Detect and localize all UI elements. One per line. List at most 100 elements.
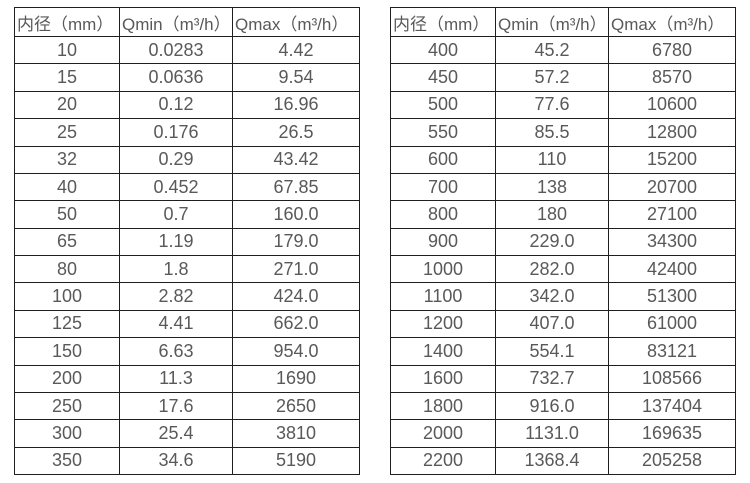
table-row: 100 2.82 424.0 xyxy=(14,282,360,311)
table-cell: 2650 xyxy=(232,391,360,421)
table-cell: 25 xyxy=(14,118,120,147)
table-cell: 6780 xyxy=(608,35,736,65)
table-cell: 1100 xyxy=(390,282,496,311)
table-cell: 300 xyxy=(14,419,120,448)
table-row: 800 180 27100 xyxy=(390,200,736,229)
table-cell: 800 xyxy=(390,200,496,229)
table-cell: 1200 xyxy=(390,309,496,339)
table-cell: 1.8 xyxy=(119,254,233,284)
table-cell: 0.29 xyxy=(119,145,233,174)
table-cell: 1368.4 xyxy=(495,446,609,476)
table-cell: 0.7 xyxy=(119,200,233,229)
table-row: 65 1.19 179.0 xyxy=(14,227,360,257)
table-cell: 1131.0 xyxy=(495,419,609,448)
table-cell: 732.7 xyxy=(495,364,609,393)
table-cell: 0.176 xyxy=(119,118,233,147)
table-cell: 424.0 xyxy=(232,282,360,311)
table-header-row: 内径（mm） Qmin（m³/h） Qmax（m³/h） xyxy=(390,7,736,37)
table-cell: 108566 xyxy=(608,364,736,393)
table-cell: 500 xyxy=(390,90,496,120)
table-cell: 954.0 xyxy=(232,337,360,366)
table-cell: 80 xyxy=(14,254,120,284)
table-cell: 20700 xyxy=(608,172,736,202)
table-cell: 0.12 xyxy=(119,90,233,120)
table-row: 600 110 15200 xyxy=(390,145,736,174)
table-row: 125 4.41 662.0 xyxy=(14,309,360,339)
table-cell: 43.42 xyxy=(232,145,360,174)
table-row: 500 77.6 10600 xyxy=(390,90,736,120)
table-cell: 282.0 xyxy=(495,254,609,284)
table-cell: 1690 xyxy=(232,364,360,393)
column-header-diameter: 内径（mm） xyxy=(14,7,120,37)
table-cell: 100 xyxy=(14,282,120,311)
table-cell: 67.85 xyxy=(232,172,360,202)
table-cell: 50 xyxy=(14,200,120,229)
table-cell: 9.54 xyxy=(232,63,360,92)
table-cell: 1800 xyxy=(390,391,496,421)
table-row: 150 6.63 954.0 xyxy=(14,337,360,366)
table-row: 300 25.4 3810 xyxy=(14,419,360,448)
table-cell: 2.82 xyxy=(119,282,233,311)
table-cell: 550 xyxy=(390,118,496,147)
table-cell: 61000 xyxy=(608,309,736,339)
table-cell: 229.0 xyxy=(495,227,609,257)
table-cell: 4.42 xyxy=(232,35,360,65)
table-row: 20 0.12 16.96 xyxy=(14,90,360,120)
table-row: 550 85.5 12800 xyxy=(390,118,736,147)
table-cell: 77.6 xyxy=(495,90,609,120)
table-row: 2000 1131.0 169635 xyxy=(390,419,736,448)
table-cell: 8570 xyxy=(608,63,736,92)
table-row: 1000 282.0 42400 xyxy=(390,254,736,284)
table-cell: 34.6 xyxy=(119,446,233,476)
table-row: 10 0.0283 4.42 xyxy=(14,35,360,65)
table-row: 25 0.176 26.5 xyxy=(14,118,360,147)
table-cell: 32 xyxy=(14,145,120,174)
table-cell: 0.0636 xyxy=(119,63,233,92)
table-cell: 900 xyxy=(390,227,496,257)
table-cell: 42400 xyxy=(608,254,736,284)
table-cell: 179.0 xyxy=(232,227,360,257)
table-cell: 65 xyxy=(14,227,120,257)
table-row: 80 1.8 271.0 xyxy=(14,254,360,284)
table-cell: 83121 xyxy=(608,337,736,366)
table-cell: 600 xyxy=(390,145,496,174)
table-row: 1800 916.0 137404 xyxy=(390,391,736,421)
table-cell: 10600 xyxy=(608,90,736,120)
table-row: 900 229.0 34300 xyxy=(390,227,736,257)
table-cell: 342.0 xyxy=(495,282,609,311)
table-cell: 271.0 xyxy=(232,254,360,284)
table-cell: 916.0 xyxy=(495,391,609,421)
table-cell: 205258 xyxy=(608,446,736,476)
table-cell: 16.96 xyxy=(232,90,360,120)
table-cell: 15200 xyxy=(608,145,736,174)
column-header-qmin: Qmin（m³/h） xyxy=(495,7,609,37)
table-cell: 11.3 xyxy=(119,364,233,393)
table-cell: 1400 xyxy=(390,337,496,366)
table-cell: 450 xyxy=(390,63,496,92)
table-cell: 34300 xyxy=(608,227,736,257)
table-cell: 1600 xyxy=(390,364,496,393)
table-cell: 150 xyxy=(14,337,120,366)
table-row: 1400 554.1 83121 xyxy=(390,337,736,366)
column-header-qmax: Qmax（m³/h） xyxy=(232,7,360,37)
table-cell: 125 xyxy=(14,309,120,339)
table-cell: 110 xyxy=(495,145,609,174)
table-cell: 15 xyxy=(14,63,120,92)
table-row: 400 45.2 6780 xyxy=(390,35,736,65)
column-header-diameter: 内径（mm） xyxy=(390,7,496,37)
table-cell: 1.19 xyxy=(119,227,233,257)
column-header-qmin: Qmin（m³/h） xyxy=(119,7,233,37)
table-cell: 137404 xyxy=(608,391,736,421)
table-cell: 12800 xyxy=(608,118,736,147)
table-row: 250 17.6 2650 xyxy=(14,391,360,421)
table-row: 700 138 20700 xyxy=(390,172,736,202)
flow-spec-table-small-diameters: 内径（mm） Qmin（m³/h） Qmax（m³/h） 10 0.0283 4.4… xyxy=(14,7,360,476)
table-row: 15 0.0636 9.54 xyxy=(14,63,360,92)
table-cell: 400 xyxy=(390,35,496,65)
table-cell: 10 xyxy=(14,35,120,65)
table-cell: 2200 xyxy=(390,446,496,476)
table-cell: 407.0 xyxy=(495,309,609,339)
table-row: 1600 732.7 108566 xyxy=(390,364,736,393)
table-cell: 3810 xyxy=(232,419,360,448)
table-row: 1200 407.0 61000 xyxy=(390,309,736,339)
